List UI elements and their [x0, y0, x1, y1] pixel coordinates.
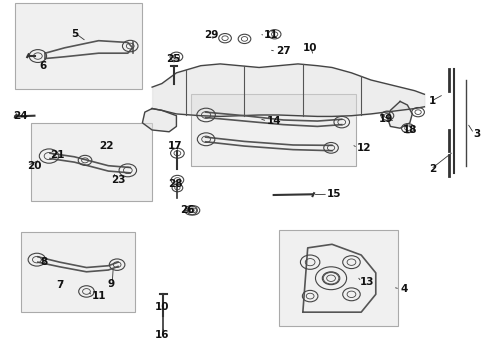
Text: 7: 7 — [56, 280, 63, 291]
Polygon shape — [387, 102, 411, 128]
Text: 13: 13 — [360, 277, 374, 287]
Text: 21: 21 — [50, 150, 64, 160]
Text: 29: 29 — [204, 30, 218, 40]
FancyBboxPatch shape — [278, 230, 397, 327]
Text: 27: 27 — [276, 46, 290, 57]
Text: 4: 4 — [399, 284, 407, 294]
Text: 20: 20 — [27, 161, 41, 171]
Text: 15: 15 — [326, 189, 341, 199]
Text: 6: 6 — [39, 61, 46, 71]
Text: 1: 1 — [428, 96, 436, 107]
FancyBboxPatch shape — [21, 232, 135, 312]
Text: 25: 25 — [165, 54, 180, 64]
Text: 3: 3 — [472, 129, 479, 139]
Text: 11: 11 — [91, 291, 105, 301]
Text: 10: 10 — [154, 302, 169, 312]
Text: 12: 12 — [356, 143, 370, 153]
FancyBboxPatch shape — [191, 94, 356, 166]
Text: 19: 19 — [378, 114, 392, 124]
Text: 17: 17 — [168, 141, 183, 151]
Text: 16: 16 — [154, 330, 169, 341]
Text: 8: 8 — [41, 257, 48, 267]
Text: 24: 24 — [14, 111, 28, 121]
Text: 10: 10 — [302, 43, 317, 53]
FancyBboxPatch shape — [30, 123, 152, 202]
Text: 11: 11 — [264, 30, 278, 40]
Polygon shape — [142, 109, 176, 132]
Text: 9: 9 — [107, 279, 114, 289]
Text: 2: 2 — [428, 164, 436, 174]
FancyBboxPatch shape — [15, 3, 142, 89]
Text: 23: 23 — [111, 175, 125, 185]
Text: 5: 5 — [71, 28, 78, 39]
Text: 26: 26 — [180, 205, 194, 215]
Text: 14: 14 — [266, 116, 281, 126]
Text: 28: 28 — [168, 179, 183, 189]
Text: 18: 18 — [402, 125, 416, 135]
Text: 22: 22 — [99, 141, 113, 151]
